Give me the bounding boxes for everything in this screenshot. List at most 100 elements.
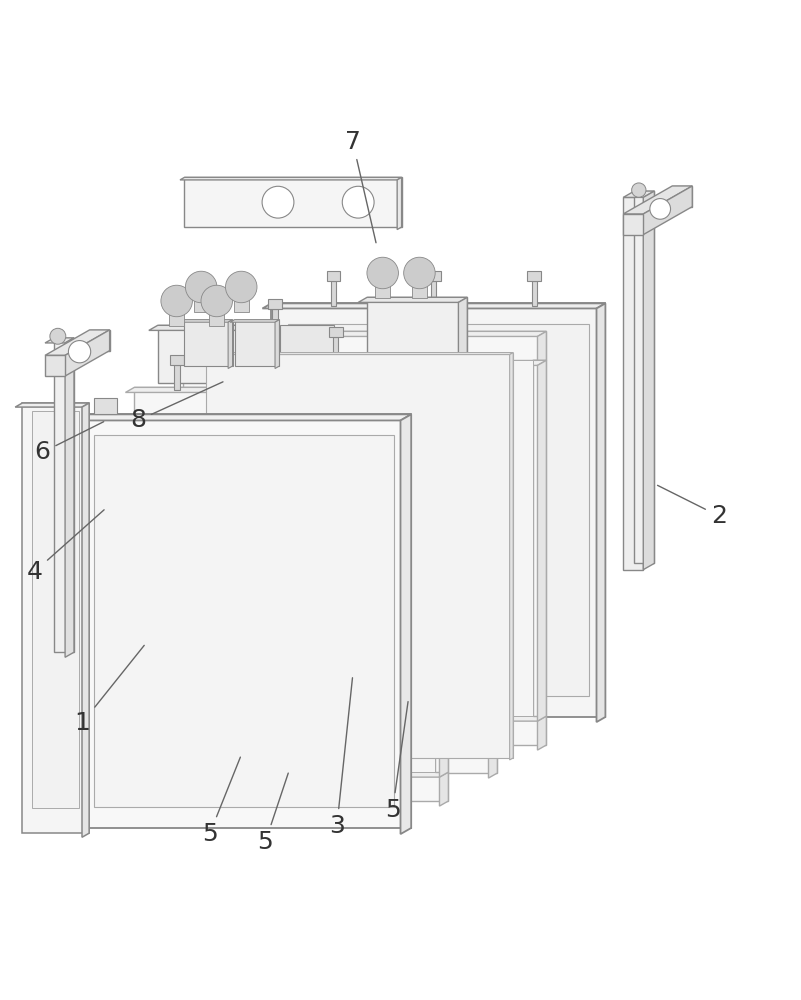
Polygon shape <box>223 716 546 721</box>
Polygon shape <box>223 360 246 365</box>
Polygon shape <box>228 320 232 369</box>
Polygon shape <box>435 416 449 772</box>
Polygon shape <box>284 365 289 390</box>
Polygon shape <box>219 327 232 337</box>
Polygon shape <box>489 359 497 393</box>
Polygon shape <box>333 337 338 362</box>
Polygon shape <box>426 416 449 421</box>
Text: 3: 3 <box>329 678 352 838</box>
Polygon shape <box>263 303 606 308</box>
Polygon shape <box>475 388 497 393</box>
Polygon shape <box>280 355 294 365</box>
Text: 4: 4 <box>26 510 104 584</box>
Polygon shape <box>223 331 546 336</box>
Polygon shape <box>126 387 449 392</box>
Polygon shape <box>458 297 467 360</box>
Polygon shape <box>183 744 497 773</box>
Polygon shape <box>187 388 196 749</box>
Polygon shape <box>440 772 449 806</box>
Polygon shape <box>126 416 147 421</box>
Polygon shape <box>525 360 546 365</box>
Circle shape <box>367 257 398 289</box>
Polygon shape <box>272 309 277 334</box>
Polygon shape <box>623 191 654 197</box>
Circle shape <box>201 285 232 317</box>
Polygon shape <box>376 273 390 298</box>
Polygon shape <box>280 325 334 366</box>
Polygon shape <box>175 365 179 390</box>
Polygon shape <box>180 177 401 180</box>
Polygon shape <box>623 186 692 214</box>
Polygon shape <box>94 398 117 414</box>
Circle shape <box>226 271 257 303</box>
Polygon shape <box>169 301 184 326</box>
Polygon shape <box>183 359 497 388</box>
Circle shape <box>632 183 646 197</box>
Polygon shape <box>634 191 654 563</box>
Polygon shape <box>537 360 546 721</box>
Polygon shape <box>175 359 497 364</box>
Polygon shape <box>147 416 435 772</box>
Text: 5: 5 <box>257 773 288 854</box>
Polygon shape <box>397 177 401 230</box>
Polygon shape <box>54 338 74 652</box>
Polygon shape <box>194 287 208 312</box>
Polygon shape <box>484 388 497 744</box>
Circle shape <box>161 285 192 317</box>
Polygon shape <box>180 320 232 322</box>
Polygon shape <box>184 320 232 366</box>
Polygon shape <box>378 299 392 309</box>
Polygon shape <box>509 353 513 760</box>
Polygon shape <box>65 338 74 657</box>
Polygon shape <box>45 338 74 343</box>
Polygon shape <box>643 191 654 570</box>
Polygon shape <box>236 360 246 721</box>
Polygon shape <box>623 214 643 235</box>
Polygon shape <box>232 716 546 745</box>
Polygon shape <box>149 325 264 330</box>
Polygon shape <box>672 186 692 207</box>
Text: 6: 6 <box>34 422 103 464</box>
Polygon shape <box>65 330 110 376</box>
Polygon shape <box>223 337 228 362</box>
Polygon shape <box>400 414 411 834</box>
Polygon shape <box>533 360 546 716</box>
Polygon shape <box>440 387 449 421</box>
Text: 8: 8 <box>130 382 223 432</box>
Polygon shape <box>597 303 606 722</box>
Polygon shape <box>139 416 147 777</box>
Polygon shape <box>230 320 280 322</box>
Polygon shape <box>412 273 427 298</box>
Polygon shape <box>288 324 589 696</box>
Polygon shape <box>196 388 484 744</box>
Polygon shape <box>256 325 264 388</box>
Polygon shape <box>235 320 280 366</box>
Polygon shape <box>643 186 692 235</box>
Text: 7: 7 <box>345 130 376 243</box>
Polygon shape <box>45 330 110 355</box>
Polygon shape <box>331 281 336 306</box>
Circle shape <box>262 186 294 218</box>
Polygon shape <box>158 325 264 383</box>
Polygon shape <box>175 388 196 393</box>
Polygon shape <box>82 403 89 837</box>
Polygon shape <box>184 177 401 227</box>
Polygon shape <box>232 331 546 360</box>
Polygon shape <box>32 411 79 808</box>
Polygon shape <box>209 301 224 326</box>
Polygon shape <box>532 281 537 306</box>
Polygon shape <box>440 416 449 777</box>
Polygon shape <box>135 387 449 416</box>
Polygon shape <box>268 299 282 309</box>
Polygon shape <box>246 360 533 716</box>
Polygon shape <box>537 331 546 365</box>
Polygon shape <box>183 388 196 744</box>
Polygon shape <box>175 744 497 749</box>
Polygon shape <box>275 320 280 369</box>
Polygon shape <box>126 772 449 777</box>
Polygon shape <box>432 281 437 306</box>
Polygon shape <box>327 271 340 281</box>
Polygon shape <box>489 388 497 749</box>
Circle shape <box>650 199 670 219</box>
Polygon shape <box>171 355 183 365</box>
